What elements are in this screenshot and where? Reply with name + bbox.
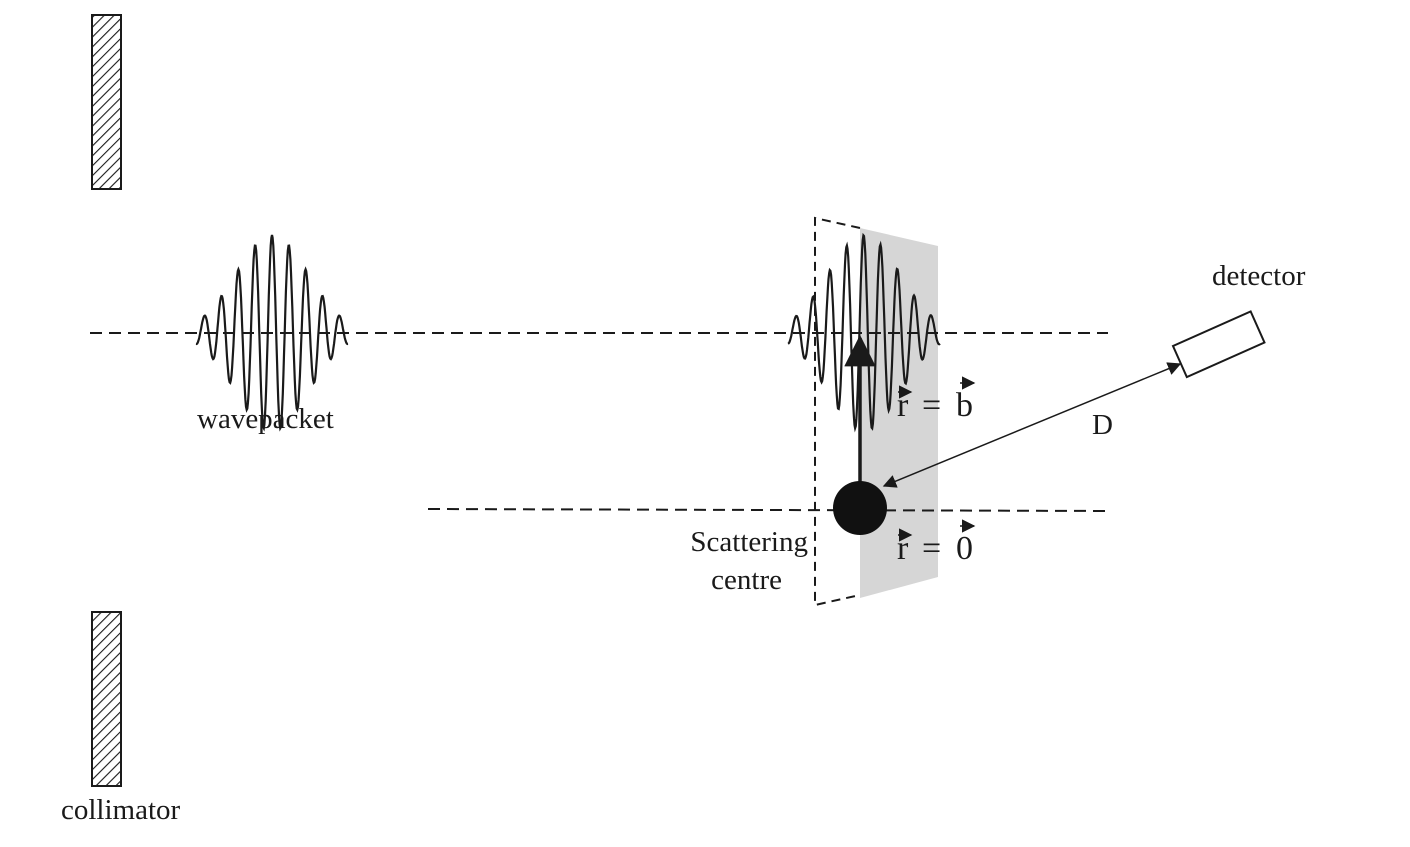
impact-equation: r = b bbox=[897, 376, 976, 424]
distance-label: D bbox=[1092, 409, 1113, 441]
collimator-bottom-slab bbox=[91, 611, 122, 787]
detector-box bbox=[1171, 310, 1266, 379]
detector-label: detector bbox=[1212, 260, 1306, 292]
scattering-centre-label-line1: Scattering bbox=[690, 526, 808, 558]
equation-rhs: b bbox=[956, 387, 973, 424]
collimator-top-slab bbox=[91, 14, 122, 190]
incoming-wavepacket bbox=[195, 234, 349, 432]
dashed-plane-outline bbox=[814, 216, 861, 607]
wavepacket-at-scatterer bbox=[787, 232, 941, 433]
collimator-label: collimator bbox=[61, 794, 181, 826]
distance-arrow bbox=[882, 362, 1182, 488]
scattering-centre-dot bbox=[833, 481, 887, 535]
origin-equation: r = 0 bbox=[897, 519, 976, 567]
equation-rhs: 0 bbox=[956, 530, 973, 567]
equation-operator: = bbox=[922, 530, 941, 567]
equation-operator: = bbox=[922, 387, 941, 424]
scattering-centre-label-line2: centre bbox=[711, 564, 782, 596]
centre-axis bbox=[427, 508, 1111, 512]
wavepacket-label: wavepacket bbox=[197, 403, 334, 435]
